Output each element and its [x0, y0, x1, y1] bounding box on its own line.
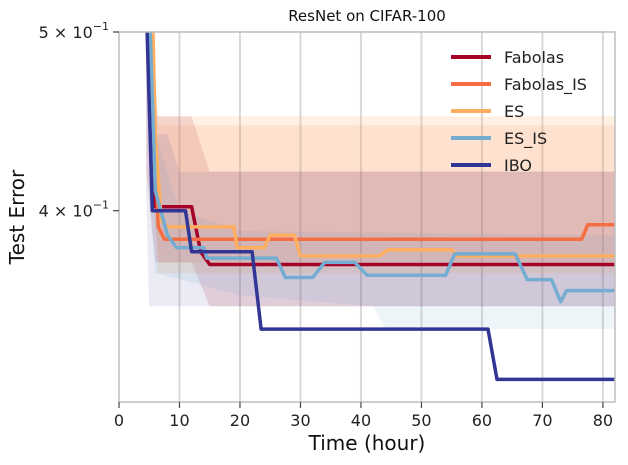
series-lines: [145, 32, 615, 382]
x-tick-label: 80: [593, 411, 613, 430]
y-tick-label: 4 × 10−1: [39, 199, 109, 221]
series-line-ibo: [145, 32, 615, 382]
x-tick-label: 50: [411, 411, 431, 430]
legend-label: Fabolas_IS: [504, 75, 587, 95]
legend-label: ES: [504, 102, 524, 121]
series-line-es-is: [148, 32, 615, 304]
band-es: [152, 32, 615, 274]
x-tick-label: 0: [114, 411, 124, 430]
chart-title: ResNet on CIFAR-100: [288, 7, 446, 25]
x-tick-label: 30: [290, 411, 310, 430]
gridlines: [178, 32, 604, 402]
plot-frame: [118, 31, 616, 403]
x-axis-label: Time (hour): [308, 431, 426, 455]
legend-label: ES_IS: [504, 129, 547, 149]
x-tick-label: 70: [532, 411, 552, 430]
y-axis-ticks: 5 × 10−1 4 × 10−1: [39, 20, 119, 221]
x-tick-label: 60: [472, 411, 492, 430]
legend-label: IBO: [504, 156, 532, 175]
y-tick-label: 5 × 10−1: [39, 20, 109, 42]
x-axis-ticks: 0 10 20 30 40 50 60 70 80: [114, 402, 613, 430]
band-fabolas-is: [149, 32, 615, 263]
legend-label: Fabolas: [504, 48, 564, 67]
legend: Fabolas Fabolas_IS ES ES_IS IBO: [451, 48, 587, 175]
x-tick-label: 40: [351, 411, 371, 430]
x-tick-label: 20: [230, 411, 250, 430]
x-tick-label: 10: [169, 411, 189, 430]
y-axis-label: Test Error: [5, 169, 29, 265]
